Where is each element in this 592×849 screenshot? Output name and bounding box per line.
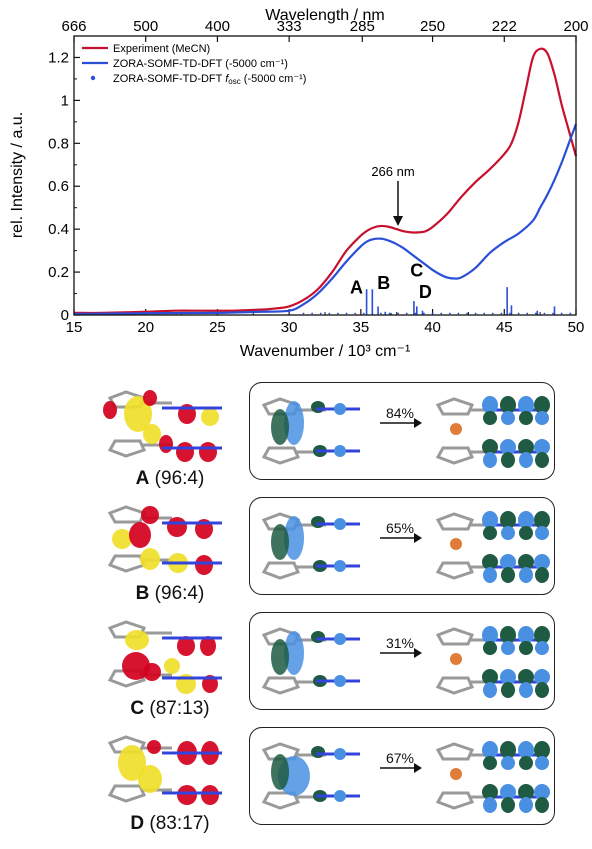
fosc-dot <box>552 312 554 315</box>
fosc-dot <box>569 312 572 315</box>
ntos-box-c: 31% <box>249 612 555 710</box>
annotation-arrowhead <box>393 216 403 226</box>
x-tick-label-5: 40 <box>424 319 441 336</box>
ntos-box-b: 65% <box>249 497 555 595</box>
top-tick-label-2: 400 <box>205 18 230 35</box>
fosc-dot <box>483 312 486 315</box>
top-tick-label-7: 200 <box>563 18 588 35</box>
fosc-dot <box>380 312 382 315</box>
legend-label-fosc: ZORA-SOMF-TD-DFT fosc (-5000 cm⁻¹) <box>113 73 306 86</box>
fosc-dot <box>517 312 520 315</box>
panel-row-d: D (83:17) 67% <box>0 727 592 847</box>
panel-label-d: D (83:17) <box>130 813 210 834</box>
x-tick-label-3: 30 <box>281 319 298 336</box>
peak-label-a: A <box>350 278 363 298</box>
fosc-dot <box>337 312 339 315</box>
transition-percent-c: 31% <box>385 635 415 651</box>
y-tick-label-4: 0.8 <box>48 135 69 152</box>
x-tick-label-4: 35 <box>353 319 370 336</box>
fosc-dot <box>397 312 400 315</box>
fosc-dot <box>423 312 425 315</box>
difference-density-c <box>92 614 242 700</box>
legend-label-tddft: ZORA-SOMF-TD-DFT (-5000 cm⁻¹) <box>113 58 288 70</box>
ntos-box-a: 84% <box>249 382 555 480</box>
x-axis-title: Wavenumber / 10³ cm⁻¹ <box>240 343 411 360</box>
transition-percent-b: 65% <box>385 520 415 536</box>
panel-label-a: A (96:4) <box>135 468 205 489</box>
x-tick-label-7: 50 <box>568 319 585 336</box>
fosc-dot <box>440 312 443 315</box>
top-tick-label-1: 500 <box>133 18 158 35</box>
peak-label-c: C <box>410 260 423 280</box>
panel-row-b: B (96:4) 65% <box>0 497 592 617</box>
y-tick-label-1: 0.2 <box>48 264 69 281</box>
annotation-text: 266 nm <box>371 164 414 179</box>
x-tick-label-2: 25 <box>209 319 226 336</box>
fosc-dot <box>500 312 503 315</box>
x-tick-label-1: 20 <box>137 319 154 336</box>
fosc-dot <box>319 312 322 315</box>
panel-row-a: A (96:4) 84% <box>0 382 592 502</box>
fosc-dot <box>448 312 451 315</box>
annotation-266nm: 266 nm <box>371 164 415 226</box>
top-tick-label-3: 333 <box>277 18 302 35</box>
plot-frame <box>73 35 577 316</box>
fosc-dot <box>362 312 365 315</box>
difference-density-d <box>92 729 242 815</box>
fosc-dot <box>414 312 417 315</box>
y-axis-title: rel. Intensity / a.u. <box>9 112 26 238</box>
top-tick-label-5: 250 <box>420 18 445 35</box>
transition-percent-a: 84% <box>385 405 415 421</box>
series-line-1 <box>73 123 578 316</box>
ntos-box-d: 67% <box>249 727 555 825</box>
peak-label-d: D <box>419 282 432 302</box>
fosc-dot <box>328 312 331 315</box>
y-tick-label-2: 0.4 <box>48 221 69 238</box>
difference-density-b <box>92 499 242 585</box>
fosc-dot <box>560 312 563 315</box>
fosc-dot <box>509 312 511 315</box>
x-tick-label-6: 45 <box>496 319 513 336</box>
legend-marker-fosc <box>90 75 96 81</box>
fosc-dot <box>526 312 529 315</box>
fosc-dot <box>311 312 313 315</box>
top-tick-label-0: 666 <box>61 18 86 35</box>
fosc-dot <box>457 312 460 315</box>
fosc-dot <box>345 312 348 315</box>
fosc-dot <box>491 312 494 315</box>
fosc-dot <box>405 312 408 315</box>
fosc-dot <box>474 312 477 315</box>
y-tick-label-5: 1 <box>61 92 69 109</box>
x-tick-label-0: 15 <box>66 319 83 336</box>
legend-label-experiment: Experiment (MeCN) <box>113 43 210 55</box>
panel-label-c: C (87:13) <box>130 698 210 719</box>
panel-label-b: B (96:4) <box>135 583 205 604</box>
peak-label-b: B <box>377 273 390 293</box>
fosc-dot <box>431 312 434 315</box>
y-tick-label-3: 0.6 <box>48 178 69 195</box>
fosc-dot <box>354 312 357 315</box>
y-tick-label-6: 1.2 <box>48 49 69 66</box>
panel-row-c: C (87:13) 31% <box>0 612 592 732</box>
difference-density-a <box>92 384 242 470</box>
top-tick-label-6: 222 <box>492 18 517 35</box>
top-tick-label-4: 285 <box>350 18 375 35</box>
fosc-dot <box>388 312 391 315</box>
transition-percent-d: 67% <box>385 750 415 766</box>
y-tick-label-0: 0 <box>61 307 69 324</box>
top-axis-title: Wavelength / nm <box>265 7 384 24</box>
legend: Experiment (MeCN) ZORA-SOMF-TD-DFT (-500… <box>82 43 306 86</box>
fosc-dot <box>466 312 468 315</box>
fosc-dot <box>543 312 546 315</box>
fosc-dot <box>302 312 305 315</box>
absorption-spectrum-chart: 666 500 400 333 285 250 222 200 15 20 25 30 35 40 45 5… <box>9 7 589 360</box>
fosc-dot <box>534 312 537 315</box>
series-line-0 <box>73 47 578 315</box>
fosc-dot <box>371 312 374 315</box>
